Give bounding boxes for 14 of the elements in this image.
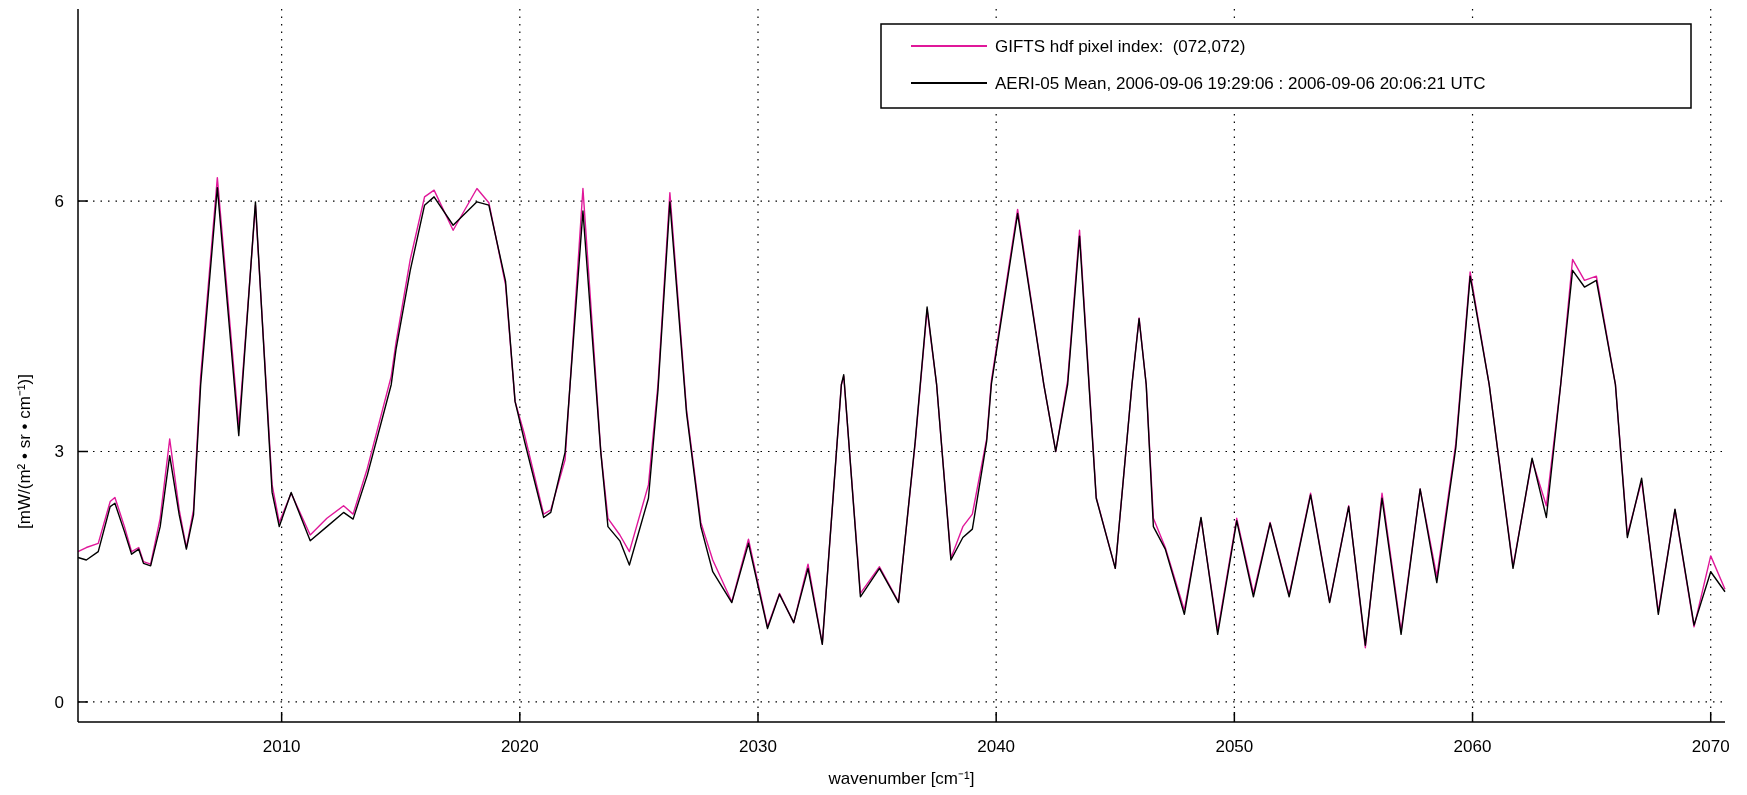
legend-label: GIFTS hdf pixel index: (072,072) bbox=[995, 36, 1246, 56]
y-tick-label: 3 bbox=[54, 442, 64, 462]
y-tick-label: 6 bbox=[54, 191, 64, 211]
x-tick-label: 2020 bbox=[500, 737, 539, 756]
x-tick-label: 2070 bbox=[1691, 737, 1730, 756]
x-tick-label: 2010 bbox=[262, 737, 301, 756]
y-axis-title: [mW/(m² • sr • cm⁻¹)] bbox=[15, 374, 34, 529]
y-tick-label: 0 bbox=[54, 692, 64, 712]
x-tick-label: 2060 bbox=[1453, 737, 1492, 756]
x-axis-title: wavenumber [cm⁻¹] bbox=[827, 769, 975, 788]
legend-label: AERI-05 Mean, 2006-09-06 19:29:06 : 2006-09-06 20:06:21 UTC bbox=[995, 73, 1486, 93]
x-tick-label: 2040 bbox=[977, 737, 1016, 756]
x-tick-label: 2050 bbox=[1215, 737, 1254, 756]
x-tick-label: 2030 bbox=[739, 737, 777, 756]
